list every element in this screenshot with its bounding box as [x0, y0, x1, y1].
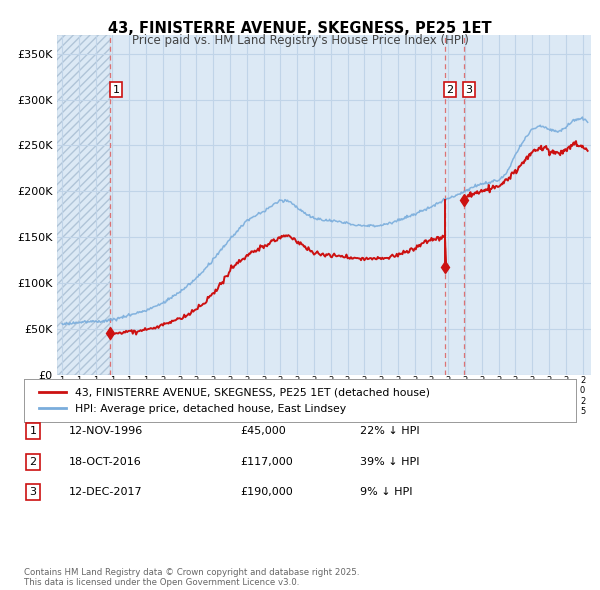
Bar	[57, 35, 110, 375]
Text: 2: 2	[446, 84, 454, 94]
Text: £190,000: £190,000	[240, 487, 293, 497]
Text: 18-OCT-2016: 18-OCT-2016	[69, 457, 142, 467]
Text: Price paid vs. HM Land Registry's House Price Index (HPI): Price paid vs. HM Land Registry's House …	[131, 34, 469, 47]
Text: 3: 3	[466, 84, 473, 94]
Text: £45,000: £45,000	[240, 426, 286, 436]
Text: Contains HM Land Registry data © Crown copyright and database right 2025.
This d: Contains HM Land Registry data © Crown c…	[24, 568, 359, 587]
Legend: 43, FINISTERRE AVENUE, SKEGNESS, PE25 1ET (detached house), HPI: Average price, : 43, FINISTERRE AVENUE, SKEGNESS, PE25 1E…	[35, 383, 434, 418]
Text: 22% ↓ HPI: 22% ↓ HPI	[360, 426, 419, 436]
Bar	[57, 35, 110, 375]
Text: 3: 3	[29, 487, 37, 497]
Text: 43, FINISTERRE AVENUE, SKEGNESS, PE25 1ET: 43, FINISTERRE AVENUE, SKEGNESS, PE25 1E…	[108, 21, 492, 35]
Text: 9% ↓ HPI: 9% ↓ HPI	[360, 487, 413, 497]
Text: £117,000: £117,000	[240, 457, 293, 467]
Text: 1: 1	[113, 84, 120, 94]
Text: 39% ↓ HPI: 39% ↓ HPI	[360, 457, 419, 467]
Text: 12-DEC-2017: 12-DEC-2017	[69, 487, 143, 497]
Text: 12-NOV-1996: 12-NOV-1996	[69, 426, 143, 436]
Text: 2: 2	[29, 457, 37, 467]
Text: 1: 1	[29, 426, 37, 436]
